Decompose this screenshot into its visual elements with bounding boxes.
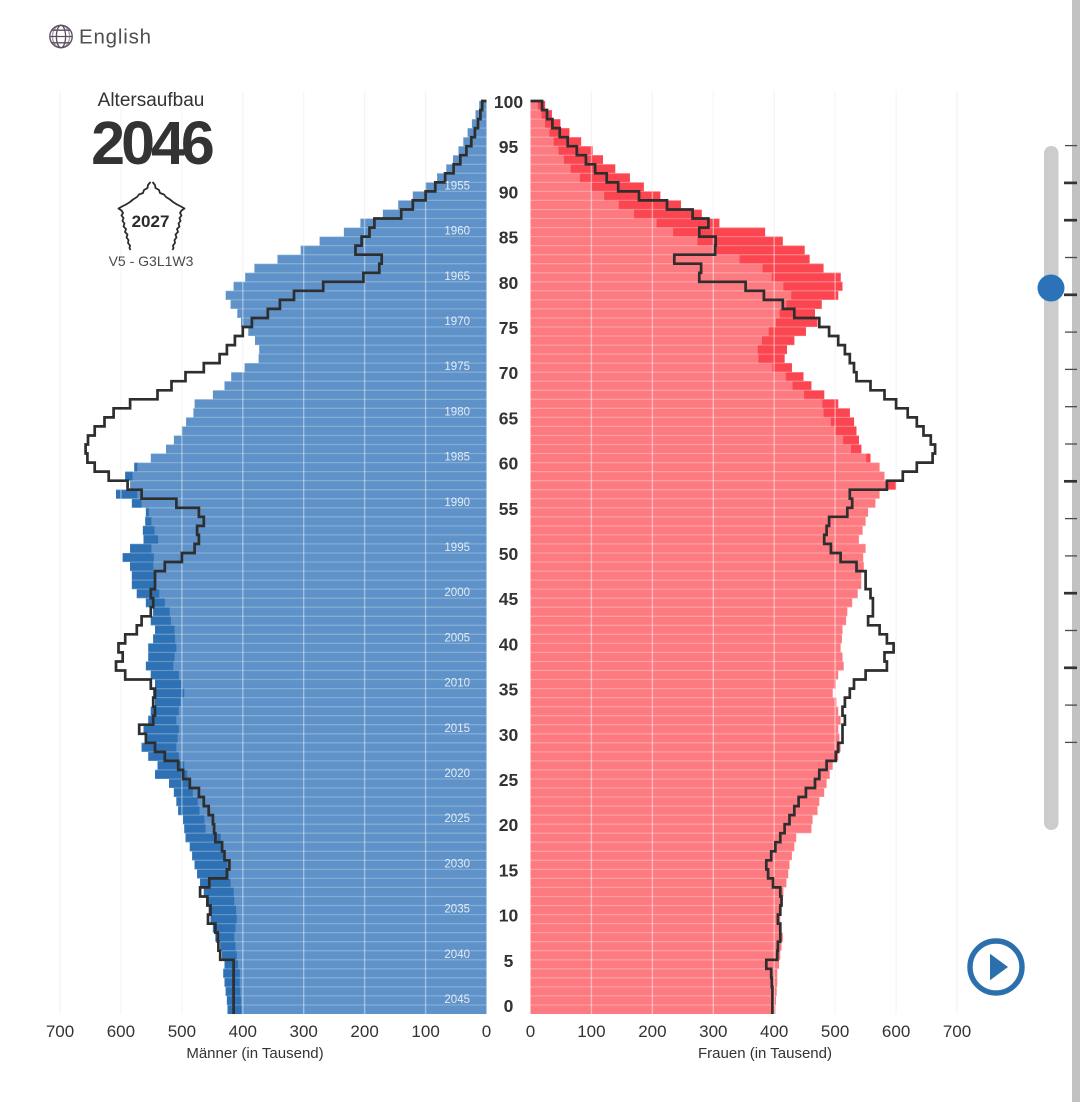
svg-text:200: 200 — [350, 1022, 378, 1041]
svg-text:400: 400 — [760, 1022, 788, 1041]
svg-text:95: 95 — [499, 137, 519, 157]
svg-text:20: 20 — [499, 815, 519, 835]
svg-text:1980: 1980 — [444, 406, 470, 418]
svg-text:200: 200 — [638, 1022, 666, 1041]
svg-text:100: 100 — [411, 1022, 439, 1041]
svg-text:0: 0 — [504, 996, 514, 1016]
svg-text:100: 100 — [494, 92, 523, 112]
svg-text:2030: 2030 — [444, 858, 470, 870]
svg-text:400: 400 — [229, 1022, 257, 1041]
svg-text:50: 50 — [499, 544, 519, 564]
svg-text:700: 700 — [943, 1022, 971, 1041]
svg-text:2035: 2035 — [444, 904, 470, 916]
svg-text:0: 0 — [526, 1022, 535, 1041]
svg-text:1975: 1975 — [444, 361, 470, 373]
svg-text:40: 40 — [499, 634, 519, 654]
svg-text:500: 500 — [168, 1022, 196, 1041]
svg-text:2000: 2000 — [444, 587, 470, 599]
svg-text:60: 60 — [499, 454, 519, 474]
svg-text:2045: 2045 — [444, 994, 470, 1006]
svg-text:25: 25 — [499, 770, 519, 790]
svg-text:V5 - G3L1W3: V5 - G3L1W3 — [109, 253, 194, 269]
svg-text:Männer (in Tausend): Männer (in Tausend) — [186, 1045, 323, 1062]
svg-text:Altersaufbau: Altersaufbau — [98, 90, 205, 111]
svg-text:1965: 1965 — [444, 271, 470, 283]
svg-text:2046: 2046 — [91, 109, 213, 177]
svg-text:500: 500 — [821, 1022, 849, 1041]
svg-text:70: 70 — [499, 363, 519, 383]
svg-text:700: 700 — [46, 1022, 74, 1041]
svg-text:2010: 2010 — [444, 678, 470, 690]
svg-text:90: 90 — [499, 182, 519, 202]
svg-text:85: 85 — [499, 228, 519, 248]
svg-text:2040: 2040 — [444, 949, 470, 961]
svg-text:2015: 2015 — [444, 723, 470, 735]
svg-text:2027: 2027 — [132, 212, 170, 231]
svg-text:5: 5 — [504, 951, 514, 971]
svg-text:35: 35 — [499, 680, 519, 700]
svg-text:30: 30 — [499, 725, 519, 745]
svg-text:1955: 1955 — [444, 180, 470, 192]
svg-text:0: 0 — [482, 1022, 491, 1041]
svg-text:600: 600 — [107, 1022, 135, 1041]
svg-text:600: 600 — [882, 1022, 910, 1041]
svg-text:2025: 2025 — [444, 813, 470, 825]
svg-text:1990: 1990 — [444, 497, 470, 509]
svg-text:80: 80 — [499, 273, 519, 293]
svg-text:2020: 2020 — [444, 768, 470, 780]
svg-text:1985: 1985 — [444, 452, 470, 464]
svg-text:65: 65 — [499, 408, 519, 428]
svg-text:55: 55 — [499, 499, 519, 519]
svg-text:300: 300 — [290, 1022, 318, 1041]
svg-text:15: 15 — [499, 860, 519, 880]
svg-text:1960: 1960 — [444, 226, 470, 238]
svg-text:1995: 1995 — [444, 542, 470, 554]
svg-text:100: 100 — [577, 1022, 605, 1041]
svg-text:300: 300 — [699, 1022, 727, 1041]
svg-text:English: English — [79, 26, 152, 49]
svg-text:1970: 1970 — [444, 316, 470, 328]
svg-text:45: 45 — [499, 589, 519, 609]
svg-text:2005: 2005 — [444, 632, 470, 644]
svg-text:10: 10 — [499, 906, 519, 926]
svg-text:Frauen (in Tausend): Frauen (in Tausend) — [698, 1045, 832, 1062]
svg-text:75: 75 — [499, 318, 519, 338]
